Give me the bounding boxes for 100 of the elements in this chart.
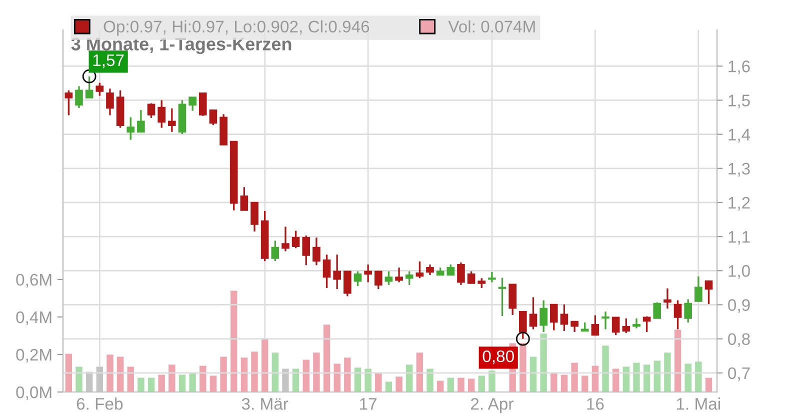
bar — [168, 364, 176, 392]
annotation: 1,57 — [93, 54, 124, 68]
bar — [633, 362, 640, 392]
candlestick — [333, 254, 341, 290]
bar — [76, 366, 82, 392]
candlestick — [704, 280, 713, 305]
candlestick — [694, 276, 702, 302]
candlestick — [126, 116, 135, 141]
x-tick-label: 2. Apr — [471, 398, 514, 414]
bar — [406, 364, 413, 392]
bar — [695, 362, 702, 392]
bar — [664, 352, 671, 392]
bar — [643, 364, 650, 392]
candlestick — [85, 76, 94, 99]
bar — [684, 364, 692, 392]
y2-tick-label: 1,3 — [728, 162, 750, 177]
bar — [612, 368, 620, 392]
candlestick — [602, 310, 610, 330]
candlestick — [622, 318, 630, 334]
candlestick — [519, 310, 527, 340]
bar — [436, 380, 444, 392]
y-tick-label: 0,2M — [16, 348, 52, 363]
candlestick — [147, 102, 156, 119]
x-tick-label: 17 — [360, 398, 376, 410]
bar — [158, 374, 165, 392]
candlestick — [570, 320, 578, 333]
bar — [282, 368, 289, 392]
bar — [261, 338, 268, 392]
y-tick-label: 0,4M — [16, 311, 52, 326]
bar — [375, 372, 382, 392]
y2-tick-label: 1,5 — [728, 94, 750, 108]
bar — [674, 330, 682, 392]
bar — [602, 346, 609, 392]
candlestick — [560, 304, 568, 332]
candlestick — [684, 298, 692, 324]
candlestick — [395, 266, 403, 284]
candlestick — [96, 82, 104, 97]
bar — [396, 376, 402, 392]
legend-label: Vol: 0.074M — [448, 20, 535, 32]
bar — [654, 360, 660, 392]
bar — [582, 376, 588, 392]
candlestick — [550, 304, 558, 332]
bar — [200, 366, 206, 392]
bar — [127, 366, 134, 392]
bar — [478, 376, 485, 392]
bar — [344, 358, 351, 392]
annotation: 0,80 — [482, 350, 514, 364]
x-tick-label: 1. Mai — [676, 398, 720, 410]
bar — [116, 356, 124, 392]
candlestick — [64, 90, 73, 116]
y2-tick-label: 1,4 — [728, 128, 750, 142]
bar — [468, 378, 475, 392]
candlestick — [384, 270, 393, 286]
bar — [592, 366, 599, 392]
candlestick — [282, 226, 290, 252]
candlestick — [271, 240, 280, 262]
candlestick — [364, 264, 372, 284]
candlestick — [467, 270, 476, 284]
candlestick — [302, 234, 310, 266]
candlestick — [498, 276, 506, 317]
candlestick — [209, 108, 218, 126]
candlestick — [158, 99, 166, 129]
bar — [571, 362, 578, 392]
legend-label: Op:0.97, Hi:0.97, Lo:0.902, Cl:0.946 — [104, 20, 370, 36]
bar — [622, 366, 630, 392]
candlestick — [488, 271, 496, 284]
y2-tick-label: 1,0 — [728, 265, 750, 279]
candlestick — [508, 283, 517, 316]
x-tick-label: 3. Mär — [242, 398, 288, 410]
candlestick — [446, 264, 455, 276]
y2-tick-label: 0,9 — [728, 299, 750, 313]
bar — [230, 290, 238, 392]
bar — [334, 364, 340, 392]
candlestick — [653, 302, 662, 320]
bar — [313, 352, 320, 392]
candlestick — [426, 264, 434, 276]
bar — [148, 378, 155, 392]
candlestick — [591, 314, 600, 336]
candlestick — [344, 270, 352, 298]
bar — [488, 370, 496, 392]
bar — [550, 372, 558, 392]
candlestick — [612, 316, 620, 336]
bar — [240, 358, 248, 392]
bar — [323, 324, 330, 392]
x-tick-label: 6. Feb — [76, 398, 123, 410]
bar — [96, 366, 104, 392]
candlestick — [632, 318, 640, 330]
y-tick-label: 0,0M — [16, 386, 52, 400]
bar — [705, 378, 712, 392]
y2-tick-label: 0,8 — [728, 333, 750, 347]
bar — [458, 378, 464, 392]
bar — [385, 382, 392, 392]
bar — [364, 368, 372, 392]
y2-tick-label: 1,2 — [728, 196, 750, 211]
candlestick — [168, 108, 176, 133]
bar — [210, 376, 217, 392]
bar — [220, 356, 227, 392]
bar — [65, 354, 72, 392]
candlestick — [540, 299, 548, 333]
y-tick-label: 0,6M — [16, 274, 52, 288]
